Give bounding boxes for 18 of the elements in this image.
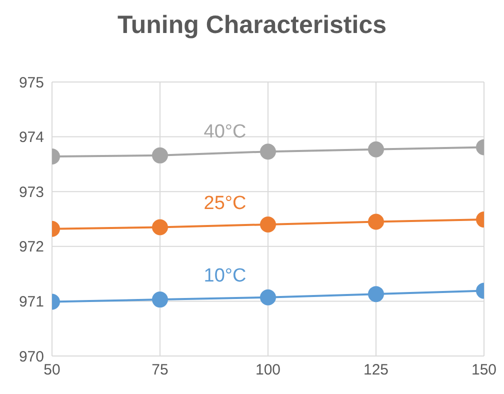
point xyxy=(260,289,276,306)
x-tick-label: 125 xyxy=(363,362,389,379)
point xyxy=(260,144,276,160)
point xyxy=(260,216,276,232)
y-tick-label: 975 xyxy=(18,74,44,92)
y-tick-label: 973 xyxy=(18,184,44,201)
y-tick-label: 974 xyxy=(18,129,44,146)
chart-title: Tuning Characteristics xyxy=(116,10,388,41)
series-label: 25°C xyxy=(204,193,246,214)
series-label: 40°C xyxy=(204,121,246,142)
x-tick-label: 50 xyxy=(44,362,60,379)
y-tick-label: 971 xyxy=(18,294,44,311)
series-label: 10°C xyxy=(204,266,246,287)
x-tick-label: 75 xyxy=(152,362,168,379)
y-tick-label: 972 xyxy=(18,238,44,256)
x-tick-label: 150 xyxy=(471,362,497,379)
y-tick-label: 970 xyxy=(18,348,44,366)
x-tick-label: 100 xyxy=(255,362,281,379)
